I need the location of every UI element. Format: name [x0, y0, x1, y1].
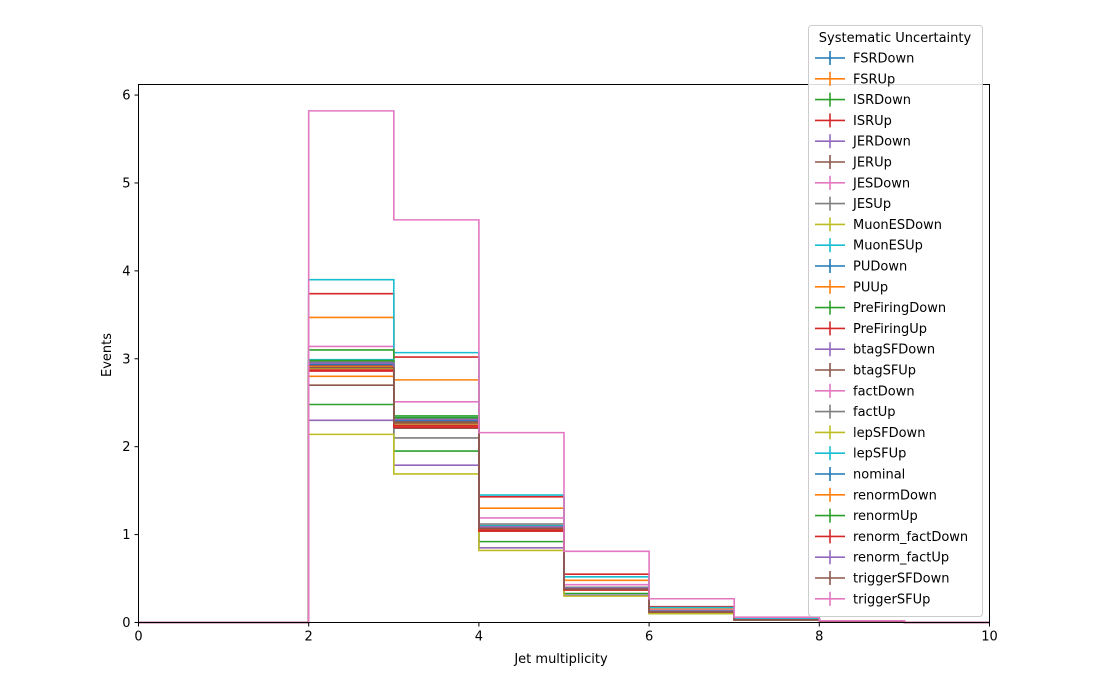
legend-label: nominal: [853, 468, 905, 483]
x-axis: 0 2 4 6 8 10: [134, 622, 998, 645]
legend-label: JERUp: [852, 156, 892, 171]
legend-entry-PUDown: PUDown: [815, 259, 907, 275]
legend-entry-PUUp: PUUp: [815, 279, 888, 295]
legend-label: JESUp: [852, 197, 891, 212]
legend-entry-PreFiringUp: PreFiringUp: [815, 321, 927, 337]
legend-label: renorm_factDown: [853, 530, 968, 545]
legend-entry-triggerSFDown: triggerSFDown: [815, 571, 949, 587]
x-tick-label: 0: [134, 630, 142, 645]
legend-entry-renorm_factDown: renorm_factDown: [815, 529, 968, 545]
y-axis-label: Events: [100, 333, 115, 377]
legend-label: btagSFUp: [853, 364, 916, 379]
legend: Systematic Uncertainty FSRDown FSRUp ISRDo…: [808, 25, 983, 617]
y-tick-label: 3: [122, 352, 130, 367]
legend-entry-nominal: nominal: [815, 467, 905, 483]
x-tick-label: 4: [475, 630, 483, 645]
y-tick-label: 5: [122, 176, 130, 191]
legend-entry-btagSFDown: btagSFDown: [815, 342, 935, 358]
legend-entry-triggerSFUp: triggerSFUp: [815, 591, 930, 607]
legend-label: FSRUp: [853, 72, 895, 87]
legend-entry-FSRDown: FSRDown: [815, 51, 914, 67]
legend-label: PUDown: [853, 260, 907, 275]
legend-label: btagSFDown: [853, 343, 935, 358]
legend-label: MuonESDown: [853, 218, 942, 233]
legend-label: PUUp: [853, 280, 888, 295]
legend-label: factUp: [853, 405, 896, 420]
legend-items: FSRDown FSRUp ISRDown ISRUp JERDown JERUp JESD…: [815, 51, 968, 607]
legend-entry-JESDown: JESDown: [815, 175, 910, 191]
legend-label: JESDown: [852, 176, 910, 191]
legend-entry-btagSFUp: btagSFUp: [815, 363, 916, 379]
legend-label: PreFiringUp: [853, 322, 927, 337]
legend-entry-PreFiringDown: PreFiringDown: [815, 300, 946, 316]
x-tick-label: 8: [815, 630, 823, 645]
legend-label: renormDown: [853, 488, 937, 503]
y-tick-label: 6: [122, 89, 130, 104]
x-tick-label: 10: [981, 630, 998, 645]
legend-label: renormUp: [853, 509, 918, 524]
y-axis: 0 1 2 3 4 5 6: [122, 89, 139, 631]
legend-label: JERDown: [852, 135, 911, 150]
legend-label: lepSFUp: [853, 447, 906, 462]
x-tick-label: 2: [305, 630, 313, 645]
legend-entry-renorm_factUp: renorm_factUp: [815, 550, 949, 566]
legend-entry-ISRDown: ISRDown: [815, 92, 911, 108]
x-tick-label: 6: [645, 630, 653, 645]
series-layer: [138, 110, 990, 624]
legend-label: lepSFDown: [853, 426, 925, 441]
legend-entry-FSRUp: FSRUp: [815, 71, 895, 87]
legend-label: triggerSFDown: [853, 572, 949, 587]
legend-entry-lepSFUp: lepSFUp: [815, 446, 906, 462]
legend-label: renorm_factUp: [853, 551, 949, 566]
legend-title: Systematic Uncertainty: [819, 31, 972, 46]
legend-label: PreFiringDown: [853, 301, 946, 316]
legend-entry-JESUp: JESUp: [815, 196, 891, 212]
legend-label: factDown: [853, 384, 915, 399]
y-tick-label: 0: [122, 616, 130, 631]
y-tick-label: 2: [122, 440, 130, 455]
legend-entry-renormUp: renormUp: [815, 508, 918, 524]
legend-entry-factDown: factDown: [815, 383, 915, 399]
legend-label: triggerSFUp: [853, 592, 930, 607]
legend-label: ISRUp: [853, 114, 892, 129]
y-tick-label: 4: [122, 264, 130, 279]
legend-label: MuonESUp: [853, 239, 923, 254]
series-line-triggerSFUp: [138, 110, 990, 624]
legend-entry-renormDown: renormDown: [815, 487, 937, 503]
legend-entry-JERDown: JERDown: [815, 134, 911, 150]
x-axis-label: Jet multiplicity: [513, 652, 608, 667]
y-tick-label: 1: [122, 528, 130, 543]
plot-frame: [138, 84, 990, 623]
legend-entry-factUp: factUp: [815, 404, 896, 420]
legend-entry-JERUp: JERUp: [815, 155, 892, 171]
legend-entry-lepSFDown: lepSFDown: [815, 425, 925, 441]
legend-label: ISRDown: [853, 93, 911, 108]
legend-box: [808, 25, 983, 617]
legend-entry-ISRUp: ISRUp: [815, 113, 892, 129]
legend-label: FSRDown: [853, 52, 914, 67]
legend-entry-MuonESDown: MuonESDown: [815, 217, 942, 233]
legend-entry-MuonESUp: MuonESUp: [815, 238, 923, 254]
